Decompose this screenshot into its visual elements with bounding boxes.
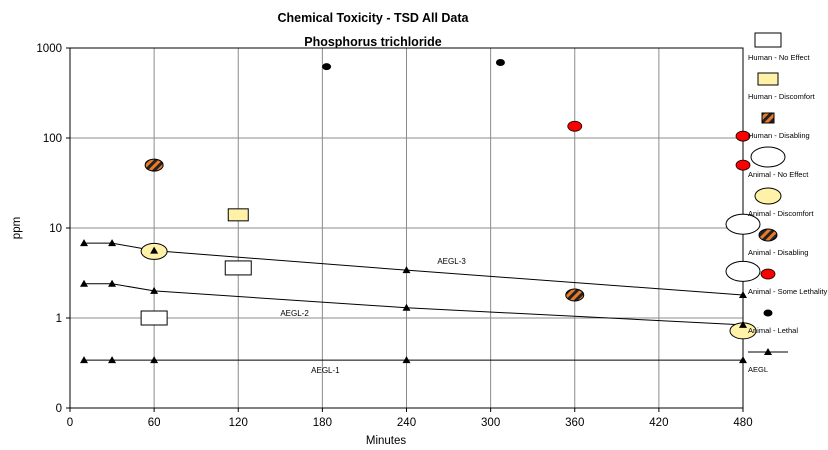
legend: Human - No Effect Human - Discomfort Human…	[748, 32, 827, 374]
aegl-marker	[150, 286, 159, 294]
x-tick-label: 420	[649, 417, 668, 429]
legend-label-animal-some-lethality: Animal - Some Lethality	[748, 287, 827, 296]
grid-lines	[70, 48, 743, 408]
x-tick-label: 360	[565, 417, 584, 429]
aegl-marker	[108, 279, 117, 287]
aegl-marker-overlay	[150, 246, 159, 254]
legend-swatch-animal-discomfort	[754, 187, 782, 205]
aegl-label-aegl-1: AEGL-1	[311, 366, 340, 375]
legend-swatch-human-discomfort	[757, 72, 779, 86]
x-tick-label: 480	[733, 417, 752, 429]
aegl-marker-overlay	[739, 320, 747, 328]
legend-swatch-animal-disabling	[758, 228, 778, 242]
aegl-marker	[402, 303, 411, 311]
x-tick-label: 120	[229, 417, 248, 429]
point-animal-no-effect	[725, 260, 761, 282]
legend-label-human-discomfort: Human - Discomfort	[748, 92, 816, 101]
point-animal-some-lethality	[735, 130, 751, 142]
point-human-no-effect	[224, 260, 252, 276]
point-animal-disabling	[565, 288, 585, 302]
legend-label-animal-lethal: Animal - Lethal	[748, 326, 798, 335]
x-tick-label: 0	[67, 417, 73, 429]
aegl-line-aegl-3	[84, 242, 744, 296]
point-human-discomfort	[227, 208, 249, 222]
aegl-label-aegl-3: AEGL-3	[437, 257, 466, 266]
legend-swatch-animal-lethal	[763, 309, 773, 317]
aegl-lines: AEGL-3 AEGL-2 AEGL-1	[80, 239, 747, 375]
legend-swatch-animal-no-effect	[750, 146, 786, 168]
legend-label-aegl: AEGL	[748, 365, 768, 374]
aegl-marker	[739, 356, 747, 364]
chart-title: Chemical Toxicity - TSD All Data	[277, 11, 469, 25]
aegl-marker	[80, 239, 89, 247]
legend-label-animal-discomfort: Animal - Discomfort	[748, 209, 814, 218]
x-tick-label: 240	[397, 417, 416, 429]
legend-label-human-disabling: Human - Disabling	[748, 131, 810, 140]
legend-label-animal-no-effect: Animal - No Effect	[748, 170, 809, 179]
point-human-no-effect	[140, 310, 168, 326]
x-tick-label: 300	[481, 417, 500, 429]
aegl-marker	[108, 356, 117, 364]
aegl-marker	[108, 239, 117, 247]
point-animal-some-lethality	[735, 159, 751, 171]
legend-label-human-no-effect: Human - No Effect	[748, 53, 810, 62]
x-tick-label: 180	[313, 417, 332, 429]
aegl-marker	[150, 356, 159, 364]
legend-label-animal-disabling: Animal - Disabling	[748, 248, 808, 257]
y-tick-label: 1000	[36, 43, 62, 55]
aegl-marker	[402, 356, 411, 364]
y-axis-label: ppm	[11, 217, 23, 239]
point-animal-lethal	[322, 63, 332, 71]
data-points	[140, 59, 761, 340]
point-animal-lethal	[495, 59, 505, 67]
aegl-marker	[739, 291, 747, 299]
aegl-marker	[80, 356, 89, 364]
point-animal-no-effect	[725, 213, 761, 235]
legend-swatch-animal-some-lethality	[760, 268, 776, 280]
legend-aegl-marker	[764, 348, 772, 355]
aegl-marker	[402, 266, 411, 274]
x-axis-label: Minutes	[366, 435, 407, 447]
aegl-label-aegl-2: AEGL-2	[280, 309, 309, 318]
legend-swatch-human-disabling	[761, 112, 775, 124]
x-tick-label: 60	[148, 417, 161, 429]
aegl-line-aegl-2	[84, 283, 744, 326]
y-tick-label: 0	[56, 403, 62, 415]
y-tick-label: 1	[56, 313, 62, 325]
axes	[66, 47, 744, 412]
aegl-marker	[80, 279, 89, 287]
y-tick-label: 100	[43, 133, 62, 145]
chart-subtitle: Phosphorus trichloride	[304, 35, 442, 49]
legend-swatch-human-no-effect	[754, 32, 782, 48]
tick-labels: 0 60 120 180 240 300 360 420 480 0 1 10 100 1000	[36, 43, 752, 429]
point-animal-disabling	[144, 158, 164, 172]
y-tick-label: 10	[49, 223, 62, 235]
point-animal-some-lethality	[567, 120, 583, 132]
